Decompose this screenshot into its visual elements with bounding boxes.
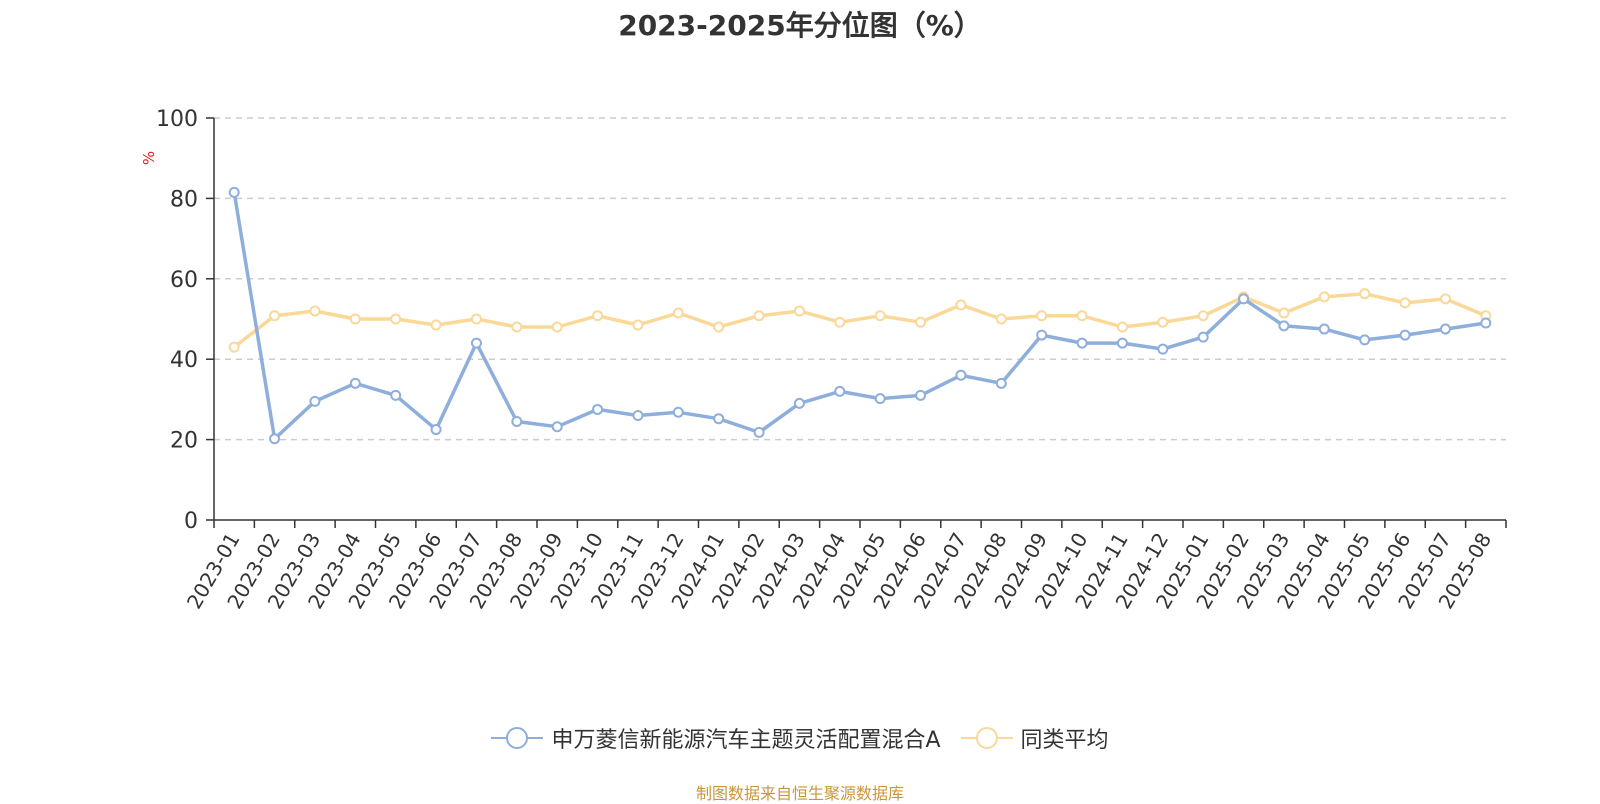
series-1-point xyxy=(834,385,846,397)
series-1-point xyxy=(1278,320,1290,332)
series-1-point xyxy=(1359,334,1371,346)
y-tick-label: 60 xyxy=(170,268,198,293)
series-2-point xyxy=(1399,297,1411,309)
series-1-point xyxy=(470,337,482,349)
series-2-point xyxy=(1116,321,1128,333)
series-1-point xyxy=(228,186,240,198)
series-2-point xyxy=(430,319,442,331)
series-2-point xyxy=(1036,310,1048,322)
series-1-point xyxy=(1076,337,1088,349)
series-1-point xyxy=(349,377,361,389)
series-2-point xyxy=(672,307,684,319)
legend-label-series-1: 申万菱信新能源汽车主题灵活配置混合A xyxy=(551,728,941,753)
series-1-point xyxy=(995,377,1007,389)
series-1-point xyxy=(551,421,563,433)
series-2-point xyxy=(874,310,886,322)
y-tick-label: 100 xyxy=(156,107,198,132)
series-1-point xyxy=(672,406,684,418)
y-tick-label: 0 xyxy=(184,509,198,534)
series-1-point xyxy=(269,433,281,445)
series-2-point xyxy=(753,310,765,322)
series-1-point xyxy=(632,409,644,421)
series-line-2 xyxy=(232,291,1488,349)
series-2-point xyxy=(1439,293,1451,305)
series-2-point xyxy=(995,313,1007,325)
legend-item-series-2[interactable]: 同类平均 xyxy=(960,722,1109,754)
series-2-point xyxy=(309,305,321,317)
legend-marker-series-1 xyxy=(506,727,529,749)
series-1-point xyxy=(1439,323,1451,335)
series-2-point xyxy=(228,341,240,353)
series-2-point xyxy=(632,319,644,331)
series-1-point xyxy=(1157,343,1169,355)
series-1-point xyxy=(793,397,805,409)
series-2-point xyxy=(1076,310,1088,322)
series-2-point xyxy=(349,313,361,325)
series-1-point xyxy=(592,403,604,415)
legend-label-series-2: 同类平均 xyxy=(1020,728,1109,753)
series-1-point xyxy=(753,426,765,438)
series-2-point xyxy=(713,321,725,333)
series-2-point xyxy=(1197,310,1209,322)
series-1-point xyxy=(1318,323,1330,335)
series-1-point xyxy=(1480,317,1492,329)
series-1-point xyxy=(511,416,523,428)
series-2-point xyxy=(592,310,604,322)
series-2-point xyxy=(834,316,846,328)
series-2-point xyxy=(955,299,967,311)
series-1-point xyxy=(1197,331,1209,343)
series-1-point xyxy=(1399,329,1411,341)
series-2-point xyxy=(793,305,805,317)
y-tick-label: 20 xyxy=(170,429,198,454)
series-2-point xyxy=(470,313,482,325)
series-2-point xyxy=(511,321,523,333)
series-1-point xyxy=(713,413,725,425)
series-2-point xyxy=(1359,288,1371,300)
series-2-point xyxy=(1318,291,1330,303)
legend: 申万菱信新能源汽车主题灵活配置混合A 同类平均 xyxy=(0,722,1600,754)
series-2-point xyxy=(269,310,281,322)
series-2-point xyxy=(1278,307,1290,319)
y-tick-label: 80 xyxy=(170,187,198,212)
series-2-point xyxy=(551,321,563,333)
series-2-point xyxy=(390,313,402,325)
series-1-point xyxy=(390,389,402,401)
y-tick-label: 40 xyxy=(170,348,198,373)
legend-item-series-1[interactable]: 申万菱信新能源汽车主题灵活配置混合A xyxy=(491,722,941,754)
series-1-point xyxy=(1238,293,1250,305)
source-note: 制图数据来自恒生聚源数据库 xyxy=(695,784,904,803)
legend-marker-series-2 xyxy=(975,727,998,749)
series-line-1 xyxy=(232,190,1488,441)
series-1-point xyxy=(430,424,442,436)
series-1-point xyxy=(1116,337,1128,349)
series-2-point xyxy=(1157,316,1169,328)
series-1-point xyxy=(1036,329,1048,341)
series-1-point xyxy=(309,395,321,407)
legend-symbol-series-2 xyxy=(960,727,1013,749)
series-2-point xyxy=(915,316,927,328)
series-1-point xyxy=(955,369,967,381)
legend-symbol-series-1 xyxy=(491,727,544,749)
series-1-point xyxy=(915,389,927,401)
chart-title: 2023-2025年分位图（%） xyxy=(618,9,982,42)
series-1-point xyxy=(874,393,886,405)
y-axis-label: % xyxy=(140,151,158,165)
